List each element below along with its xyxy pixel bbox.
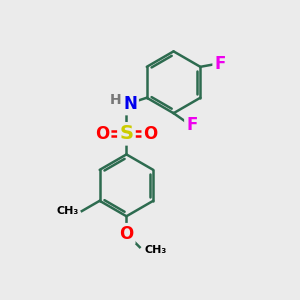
Text: O: O (95, 125, 109, 143)
Text: O: O (143, 125, 158, 143)
Text: H: H (110, 93, 121, 107)
Text: F: F (186, 116, 197, 134)
Text: N: N (123, 95, 137, 113)
Text: CH₃: CH₃ (144, 245, 167, 255)
Text: CH₃: CH₃ (56, 206, 78, 216)
Text: F: F (214, 55, 226, 73)
Text: S: S (119, 124, 134, 143)
Text: O: O (119, 225, 134, 243)
